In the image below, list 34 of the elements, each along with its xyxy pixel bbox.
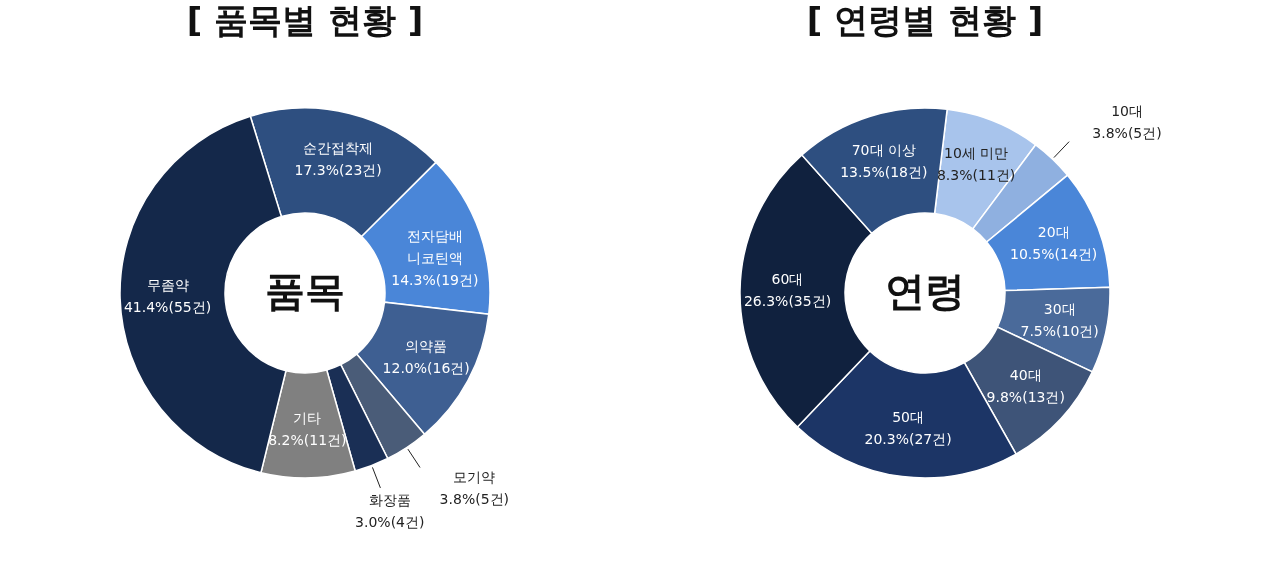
text: 연령	[885, 268, 965, 314]
data-label: 8.3%(11건)	[936, 167, 1016, 184]
data-label: 13.5%(18건)	[840, 163, 928, 180]
data-label: 3.0%(4건)	[355, 514, 425, 531]
data-label: 17.3%(23건)	[294, 161, 382, 178]
data-label: 3.8%(5건)	[439, 491, 510, 508]
slice-label: 모기약	[453, 469, 496, 486]
slice-label: 30대	[1043, 300, 1076, 317]
data-label: 10.5%(14건)	[1010, 246, 1098, 263]
data-label: 9.8%(13건)	[986, 388, 1065, 405]
text: 품목	[265, 268, 345, 314]
chart-title: [ 품목별 현황 ]	[186, 0, 424, 40]
data-label: 7.5%(10건)	[1020, 322, 1099, 339]
data-label: 20.3%(27건)	[864, 431, 952, 448]
data-label: 26.3%(35건)	[743, 292, 832, 309]
slice-label: 40대	[1009, 366, 1042, 383]
slice-label: 50대	[892, 409, 925, 426]
slice-label: 기타	[293, 410, 322, 427]
data-label: 12.0%(16건)	[382, 359, 470, 376]
slice-label: 무좀약	[146, 277, 189, 294]
slice-label: 의약품	[405, 337, 448, 354]
slice-label: 10대	[1111, 102, 1143, 119]
slice-label: 화장품	[368, 492, 411, 509]
data-label: 41.4%(55건)	[123, 299, 212, 316]
data-label: 14.3%(19건)	[391, 271, 479, 288]
slice-label: 전자담배 니코틴액	[406, 227, 463, 266]
slice-label: 순간접착제	[303, 139, 374, 156]
chart-title: [ 연령별 현황 ]	[806, 0, 1044, 40]
slice-label: 10세 미만	[943, 145, 1009, 162]
data-label: 3.8%(5건)	[1092, 124, 1162, 141]
slice-label: 20대	[1037, 224, 1070, 241]
slice-label: 60대	[771, 270, 804, 287]
slice-label: 70대 이상	[851, 141, 916, 158]
data-label: 8.2%(11건)	[268, 432, 347, 449]
